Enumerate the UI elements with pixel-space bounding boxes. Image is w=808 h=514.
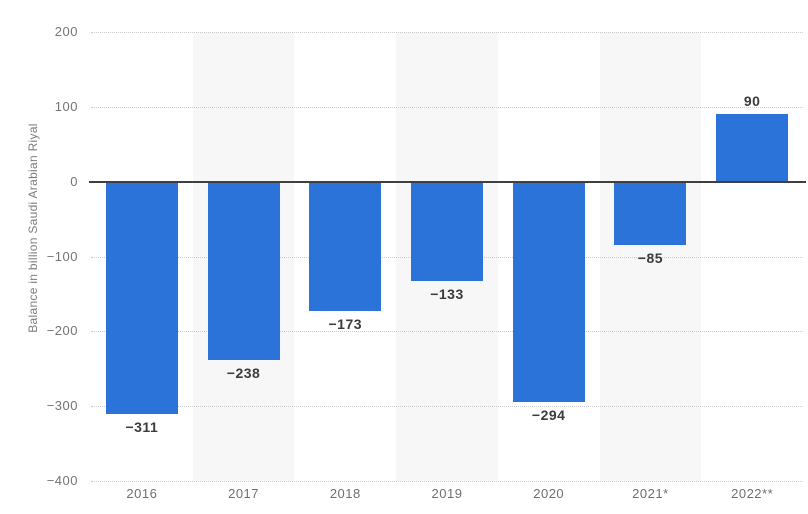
bar-2021*[interactable] xyxy=(614,181,687,246)
value-label-2020: −294 xyxy=(531,406,566,423)
y-tick-label--100: −100 xyxy=(46,248,78,264)
x-tick-label-2021*: 2021* xyxy=(632,486,669,501)
y-tick-label-200: 200 xyxy=(54,24,78,39)
bar-2017[interactable] xyxy=(207,181,280,360)
y-tick-label--400: −400 xyxy=(46,473,78,488)
y-tick-label--200: −200 xyxy=(46,323,78,339)
zero-baseline xyxy=(89,180,806,183)
value-label-2021*: −85 xyxy=(637,250,664,267)
bar-2022**[interactable] xyxy=(716,114,789,182)
value-label-2017: −238 xyxy=(226,364,261,381)
y-tick-label--300: −300 xyxy=(46,398,78,414)
x-tick-label-2016: 2016 xyxy=(126,486,158,501)
bar-2020[interactable] xyxy=(512,181,585,402)
bar-2018[interactable] xyxy=(309,181,382,312)
bar-2016[interactable] xyxy=(105,181,178,415)
gridline-100 xyxy=(91,106,803,108)
x-tick-label-2022**: 2022** xyxy=(731,486,774,501)
y-tick-label-100: 100 xyxy=(54,98,78,114)
value-label-2018: −173 xyxy=(328,316,363,333)
gridline--300 xyxy=(91,406,803,408)
value-label-2019: −133 xyxy=(430,286,464,303)
gridline-200 xyxy=(91,32,803,33)
bar-2019[interactable] xyxy=(411,181,483,282)
x-tick-label-2020: 2020 xyxy=(533,486,565,501)
y-axis-title: Balance in billion Saudi Arabian Riyal xyxy=(26,123,40,333)
y-tick-label-0: 0 xyxy=(70,173,78,189)
value-label-2016: −311 xyxy=(125,419,159,436)
value-label-2022**: 90 xyxy=(743,93,761,110)
x-tick-label-2019: 2019 xyxy=(431,486,463,501)
x-tick-label-2017: 2017 xyxy=(228,486,260,501)
x-tick-label-2018: 2018 xyxy=(329,486,361,501)
gridline--400 xyxy=(91,481,803,482)
gridline--200 xyxy=(91,331,803,333)
